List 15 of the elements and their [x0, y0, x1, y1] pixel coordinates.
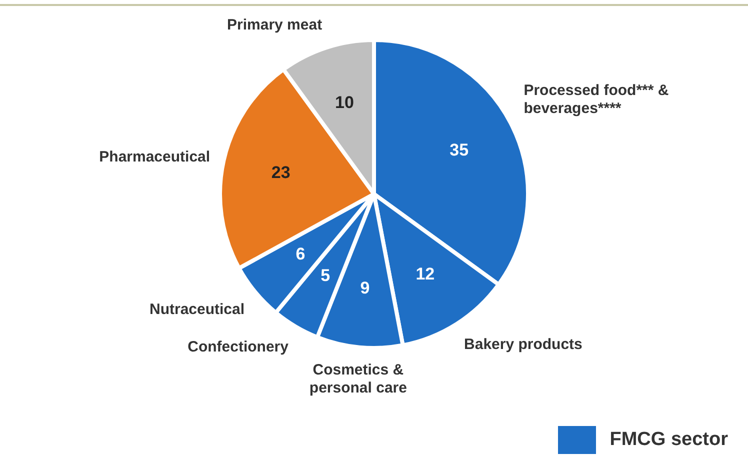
- slice-label: Bakery products: [464, 336, 582, 353]
- data-label: 12: [416, 264, 435, 284]
- text: FMCG sector: [610, 429, 728, 451]
- data-label: 35: [450, 140, 469, 160]
- slice-label: Confectionery: [188, 338, 290, 356]
- data-label: 10: [335, 92, 354, 112]
- data-label: 23: [271, 162, 290, 182]
- data-label: 5: [320, 266, 330, 285]
- data-label: 6: [296, 244, 306, 264]
- slice-label: Pharmaceutical: [99, 148, 210, 166]
- slice-label: Nutraceutical: [150, 301, 245, 318]
- category-label: Processed food*** & beverages****: [524, 82, 669, 117]
- data-label: 9: [360, 278, 370, 298]
- slice-label: Primary meat: [227, 16, 322, 34]
- slice-label: Cosmetics & personal care: [309, 361, 407, 396]
